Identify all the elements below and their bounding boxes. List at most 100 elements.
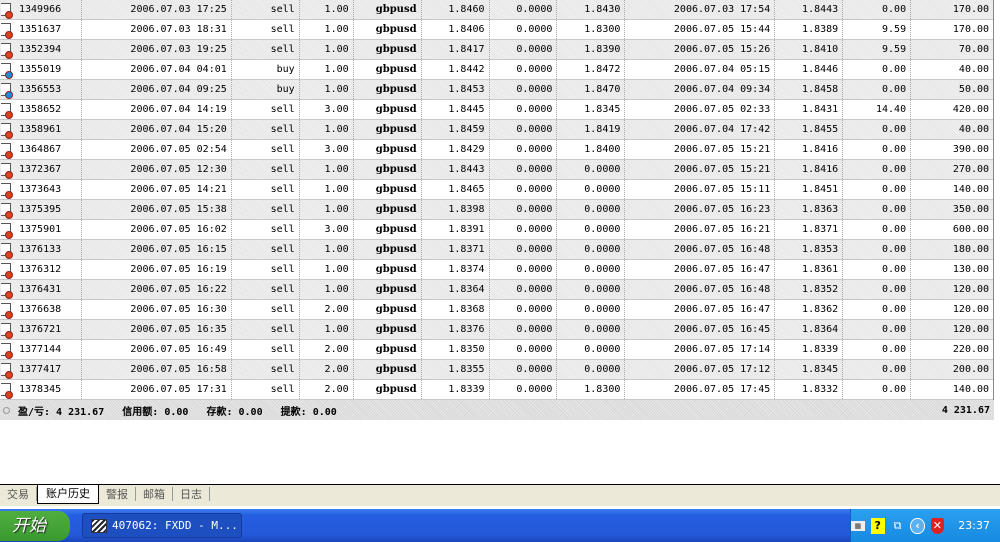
ticket-number: 1376312 xyxy=(19,264,62,275)
table-row[interactable]: 1376638 2006.07.05 16:30 sell 2.00 gbpusd 1.8… xyxy=(0,300,993,320)
cell-open-time: 2006.07.05 14:21 xyxy=(82,180,232,199)
keyboard-icon[interactable]: ▦ xyxy=(851,520,865,531)
cell-swap: 0.00 xyxy=(843,360,912,379)
task-label: 407062: FXDD - M... xyxy=(112,519,238,532)
cell-size: 1.00 xyxy=(300,0,354,19)
cell-swap: 0.00 xyxy=(843,320,912,339)
cell-symbol: gbpusd xyxy=(354,120,422,139)
cell-symbol: gbpusd xyxy=(354,40,422,59)
table-row[interactable]: 1376312 2006.07.05 16:19 sell 1.00 gbpusd 1.8… xyxy=(0,260,993,280)
cell-close-price: 1.8339 xyxy=(775,340,844,359)
cell-close-price: 1.8458 xyxy=(775,80,844,99)
cell-open-time: 2006.07.05 16:58 xyxy=(82,360,232,379)
cell-symbol: gbpusd xyxy=(354,180,422,199)
sell-order-icon xyxy=(0,361,16,379)
cell-tp: 0.0000 xyxy=(557,300,626,319)
show-hidden-icon[interactable]: ‹ xyxy=(910,517,925,534)
cell-size: 3.00 xyxy=(300,140,354,159)
cell-tp: 0.0000 xyxy=(557,160,626,179)
cell-profit: 170.00 xyxy=(952,4,990,15)
cell-size: 3.00 xyxy=(300,220,354,239)
cell-price: 1.8364 xyxy=(422,280,490,299)
cell-type: sell xyxy=(232,220,300,239)
sell-order-icon xyxy=(0,261,16,279)
metatrader-icon xyxy=(91,518,107,533)
cell-sl: 0.0000 xyxy=(490,0,558,19)
cell-price: 1.8355 xyxy=(422,360,490,379)
cell-price: 1.8417 xyxy=(422,40,490,59)
cell-ticket: 1376133 xyxy=(0,240,82,259)
table-row[interactable]: 1376133 2006.07.05 16:15 sell 1.00 gbpusd 1.8… xyxy=(0,240,993,260)
help-icon[interactable]: ? xyxy=(870,517,885,534)
cell-size: 3.00 xyxy=(300,100,354,119)
table-row[interactable]: 1358961 2006.07.04 15:20 sell 1.00 gbpusd 1.8… xyxy=(0,120,993,140)
security-shield-icon[interactable]: ✕ xyxy=(930,517,945,534)
cell-type: sell xyxy=(232,340,300,359)
tab-2[interactable]: 警报 xyxy=(99,487,136,501)
cell-ticket: 1377144 xyxy=(0,340,82,359)
network-icon[interactable]: ⧉ xyxy=(893,518,902,532)
cell-ticket: 1352394 xyxy=(0,40,82,59)
tab-4[interactable]: 日志 xyxy=(173,487,210,501)
table-row[interactable]: 1373643 2006.07.05 14:21 sell 1.00 gbpusd 1.8… xyxy=(0,180,993,200)
cell-tp: 0.0000 xyxy=(557,220,626,239)
cell-close-time: 2006.07.05 16:47 xyxy=(625,300,776,319)
cell-profit: 140.00 xyxy=(952,384,990,395)
cell-sl: 0.0000 xyxy=(490,140,558,159)
cell-sl: 0.0000 xyxy=(490,20,558,39)
ticket-number: 1349966 xyxy=(19,4,62,15)
table-row[interactable]: 1364867 2006.07.05 02:54 sell 3.00 gbpusd 1.8… xyxy=(0,140,993,160)
cell-price: 1.8442 xyxy=(422,60,490,79)
cell-open-time: 2006.07.05 16:30 xyxy=(82,300,232,319)
table-row[interactable]: 1376431 2006.07.05 16:22 sell 1.00 gbpusd 1.8… xyxy=(0,280,993,300)
table-row[interactable]: 1351637 2006.07.03 18:31 sell 1.00 gbpusd 1.8… xyxy=(0,20,993,40)
table-row[interactable]: 1375395 2006.07.05 15:38 sell 1.00 gbpusd 1.8… xyxy=(0,200,993,220)
start-button[interactable]: 开始 xyxy=(0,510,70,541)
cell-price: 1.8374 xyxy=(422,260,490,279)
cell-close-time: 2006.07.05 15:21 xyxy=(625,140,776,159)
taskbar: 开始 407062: FXDD - M... ▦ ? ⧉ ‹ ✕ 23:37 xyxy=(0,509,1000,542)
table-row[interactable]: 1375901 2006.07.05 16:02 sell 3.00 gbpusd 1.8… xyxy=(0,220,993,240)
table-row[interactable]: 1372367 2006.07.05 12:30 sell 1.00 gbpusd 1.8… xyxy=(0,160,993,180)
cell-size: 1.00 xyxy=(300,240,354,259)
tab-3[interactable]: 邮箱 xyxy=(136,487,173,501)
cell-price: 1.8406 xyxy=(422,20,490,39)
cell-symbol: gbpusd xyxy=(354,300,422,319)
cell-close-price: 1.8431 xyxy=(775,100,844,119)
cell-tp: 0.0000 xyxy=(557,180,626,199)
cell-close-price: 1.8332 xyxy=(775,380,844,399)
cell-ticket: 1349966 xyxy=(0,0,82,19)
sell-order-icon xyxy=(0,201,16,219)
cell-sl: 0.0000 xyxy=(490,360,558,379)
tab-0[interactable]: 交易 xyxy=(0,487,37,501)
cell-open-time: 2006.07.03 19:25 xyxy=(82,40,232,59)
cell-type: sell xyxy=(232,100,300,119)
clock: 23:37 xyxy=(958,519,990,532)
cell-price: 1.8465 xyxy=(422,180,490,199)
cell-ticket: 1364867 xyxy=(0,140,82,159)
cell-price: 1.8443 xyxy=(422,160,490,179)
table-row[interactable]: 1349966 2006.07.03 17:25 sell 1.00 gbpusd 1.8… xyxy=(0,0,993,20)
ticket-number: 1355019 xyxy=(19,64,62,75)
sell-order-icon xyxy=(0,21,16,39)
table-row[interactable]: 1376721 2006.07.05 16:35 sell 1.00 gbpusd 1.8… xyxy=(0,320,993,340)
table-row[interactable]: 1377417 2006.07.05 16:58 sell 2.00 gbpusd 1.8… xyxy=(0,360,993,380)
cell-open-time: 2006.07.05 16:19 xyxy=(82,260,232,279)
taskbar-app-button[interactable]: 407062: FXDD - M... xyxy=(82,513,242,538)
table-row[interactable]: 1352394 2006.07.03 19:25 sell 1.00 gbpusd 1.8… xyxy=(0,40,993,60)
table-row[interactable]: 1378345 2006.07.05 17:31 sell 2.00 gbpusd 1.8… xyxy=(0,380,993,400)
table-row[interactable]: 1356553 2006.07.04 09:25 buy 1.00 gbpusd 1.84… xyxy=(0,80,993,100)
table-row[interactable]: 1355019 2006.07.04 04:01 buy 1.00 gbpusd 1.84… xyxy=(0,60,993,80)
cell-open-time: 2006.07.05 15:38 xyxy=(82,200,232,219)
system-tray: ▦ ? ⧉ ‹ ✕ 23:37 xyxy=(850,509,1000,542)
cell-type: sell xyxy=(232,260,300,279)
table-row[interactable]: 1358652 2006.07.04 14:19 sell 3.00 gbpusd 1.8… xyxy=(0,100,993,120)
cell-size: 2.00 xyxy=(300,300,354,319)
cell-size: 2.00 xyxy=(300,360,354,379)
cell-profit: 180.00 xyxy=(952,244,990,255)
cell-type: buy xyxy=(232,60,300,79)
table-row[interactable]: 1377144 2006.07.05 16:49 sell 2.00 gbpusd 1.8… xyxy=(0,340,993,360)
cell-type: sell xyxy=(232,40,300,59)
sell-order-icon xyxy=(0,301,16,319)
tab-1[interactable]: 账户历史 xyxy=(37,485,99,504)
